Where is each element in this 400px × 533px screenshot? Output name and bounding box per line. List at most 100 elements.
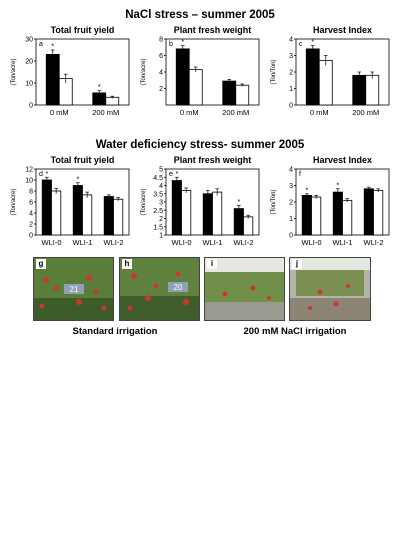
- x-tick-label: WLI-2: [103, 238, 123, 247]
- bar: [235, 84, 250, 106]
- y-axis-label: (Ton/acre): [141, 58, 147, 85]
- y-tick-label: 1: [289, 86, 293, 93]
- y-tick-label: 30: [25, 37, 33, 44]
- plant-photo-image: 21: [34, 258, 113, 320]
- chart-e: Plant fresh weight (Ton/acre) 1 1.5 2 2.5 3 3.5…: [138, 153, 263, 253]
- y-tick-label: 2.5: [153, 208, 163, 215]
- x-tick-label: WLI-0: [301, 238, 321, 247]
- chart-title: Total fruit yield: [51, 25, 115, 35]
- chart-b: Plant fresh weight (Ton/acre) 2 4 6 8 b * 0 mM 20…: [138, 23, 263, 123]
- bar: [363, 188, 374, 236]
- bar: [171, 180, 182, 236]
- bar: [113, 198, 124, 236]
- y-tick-label: 1: [289, 216, 293, 223]
- bar: [188, 69, 203, 106]
- y-tick-label: 0: [289, 233, 293, 240]
- y-tick-label: 4: [159, 183, 163, 190]
- significance-star: *: [45, 171, 48, 178]
- y-tick-label: 4: [159, 70, 163, 77]
- bar: [311, 196, 322, 236]
- chart-title: Plant fresh weight: [174, 155, 252, 165]
- y-tick-label: 4: [29, 211, 33, 218]
- panel-letter: c: [299, 41, 303, 48]
- bar: [318, 60, 333, 106]
- panel-letter: a: [39, 41, 43, 48]
- y-tick-label: 10: [25, 178, 33, 185]
- y-tick-label: 4.5: [153, 175, 163, 182]
- panel-letter: f: [299, 171, 301, 178]
- bar: [105, 96, 120, 106]
- x-tick-label: 200 mM: [92, 108, 119, 117]
- bar: [41, 179, 52, 236]
- x-tick-label: WLI-2: [363, 238, 383, 247]
- x-tick-label: 0 mM: [310, 108, 329, 117]
- bar: [103, 196, 114, 236]
- y-tick-label: 6: [159, 53, 163, 60]
- chart-c: Harvest Index (Ton/Ton) 0 1 2 3 4 c * 0 mM 200 mM: [268, 23, 393, 123]
- x-tick-label: 200 mM: [352, 108, 379, 117]
- y-axis-label: (Ton/acre): [11, 188, 17, 215]
- y-tick-label: 1: [159, 233, 163, 240]
- y-tick-label: 2: [159, 86, 163, 93]
- bar: [352, 74, 367, 106]
- y-tick-label: 1.5: [153, 224, 163, 231]
- y-tick-label: 0: [29, 233, 33, 240]
- x-tick-label: WLI-1: [332, 238, 352, 247]
- y-tick-label: 6: [29, 200, 33, 207]
- panel-letter: d: [39, 171, 43, 178]
- y-axis-label: (Ton/Ton): [271, 189, 277, 214]
- panel-letter: i: [207, 259, 217, 269]
- photo-j: j: [289, 257, 371, 321]
- significance-star: *: [98, 84, 101, 91]
- plant-photo-image: [205, 258, 284, 320]
- x-tick-label: WLI-1: [72, 238, 92, 247]
- significance-star: *: [237, 199, 240, 206]
- bar: [365, 74, 380, 106]
- photo-tag: 21: [70, 285, 79, 294]
- significance-star: *: [181, 39, 184, 46]
- y-tick-label: 2: [159, 216, 163, 223]
- standard-irrigation-caption: Standard irrigation: [72, 326, 158, 337]
- chart-title: Harvest Index: [313, 25, 372, 35]
- bar: [301, 195, 312, 236]
- y-tick-label: 20: [25, 59, 33, 66]
- y-tick-label: 5: [159, 167, 163, 174]
- bar: [332, 191, 343, 236]
- bar: [305, 48, 320, 106]
- photo-h: 20 h: [119, 257, 200, 321]
- bar: [51, 190, 62, 236]
- x-tick-label: 200 mM: [222, 108, 249, 117]
- nacl-irrigation-caption: 200 mM NaCl irrigation: [243, 326, 347, 337]
- y-axis-label: (Ton/acre): [141, 188, 147, 215]
- bar: [212, 191, 223, 236]
- y-tick-label: 2: [289, 200, 293, 207]
- y-tick-label: 8: [159, 37, 163, 44]
- panel-letter: g: [36, 259, 46, 269]
- bar: [243, 216, 254, 236]
- y-tick-label: 3: [289, 183, 293, 190]
- y-tick-label: 2: [29, 222, 33, 229]
- nacl-section-title: NaCl stress – summer 2005: [125, 9, 275, 21]
- y-tick-label: 0: [29, 103, 33, 110]
- panel-letter: h: [122, 259, 132, 269]
- y-tick-label: 12: [25, 167, 33, 174]
- y-tick-label: 0: [289, 103, 293, 110]
- bar: [233, 208, 244, 236]
- panel-letter: j: [292, 259, 302, 269]
- y-axis-label: (Ton/acre): [11, 58, 17, 85]
- significance-star: *: [76, 176, 79, 183]
- x-tick-label: WLI-0: [41, 238, 61, 247]
- plot-frame: [35, 38, 130, 106]
- bar: [72, 185, 83, 236]
- photo-g: 21 g: [33, 257, 114, 321]
- significance-star: *: [51, 44, 54, 51]
- y-tick-label: 4: [289, 37, 293, 44]
- chart-title: Plant fresh weight: [174, 25, 252, 35]
- photo-i: i: [204, 257, 285, 321]
- bar: [181, 190, 192, 236]
- panel-letter: e: [169, 171, 173, 178]
- chart-f: Harvest Index (Ton/Ton) 0 1 2 3 4 f * WLI-0 * WLI-1…: [268, 153, 393, 253]
- significance-star: *: [311, 39, 314, 46]
- significance-star: *: [175, 171, 178, 178]
- bar: [175, 48, 190, 106]
